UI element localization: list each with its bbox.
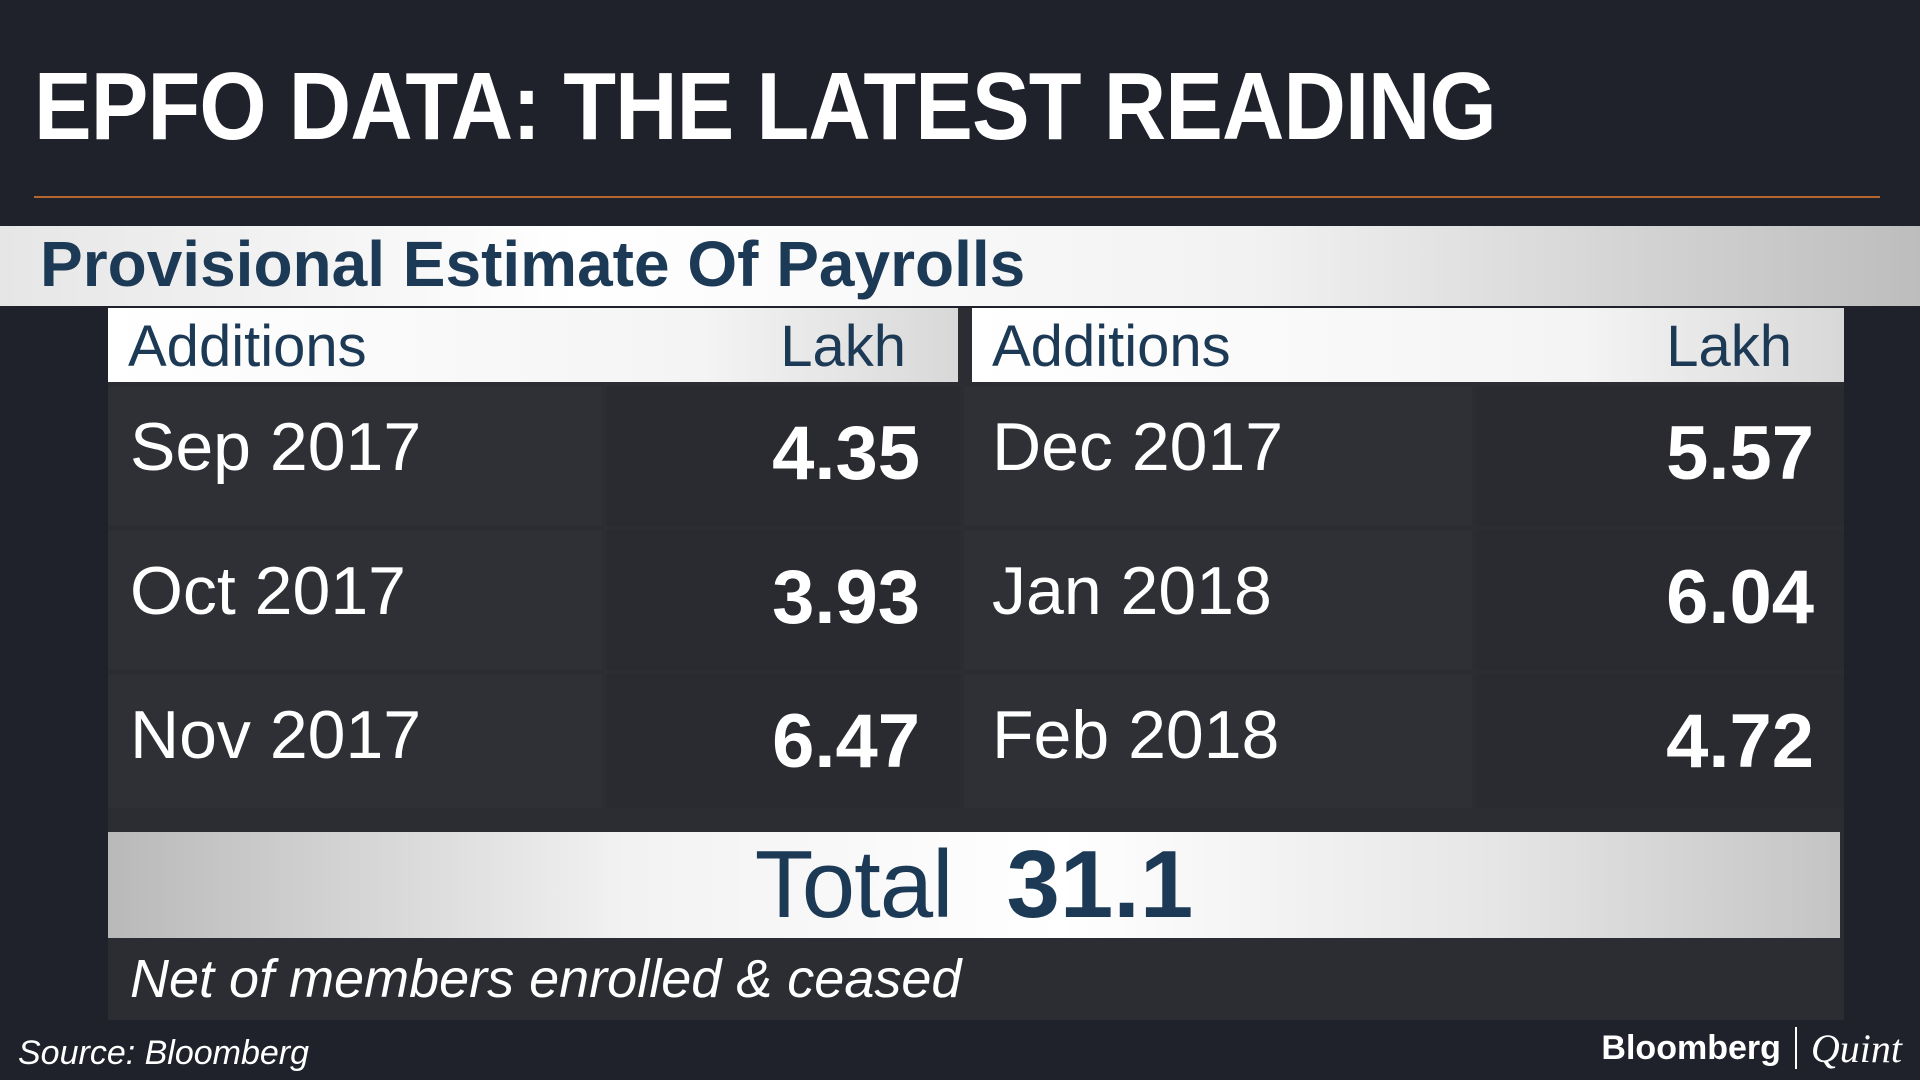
row-month: Oct 2017 (130, 553, 406, 629)
table-cell-value: 6.04 (1476, 530, 1844, 670)
table-cell-value: 5.57 (1476, 386, 1844, 526)
table-row: Dec 2017 (964, 386, 1472, 526)
right-header-unit: Lakh (1666, 314, 1792, 379)
table-row: Nov 2017 (108, 674, 602, 808)
brand-logo: Bloomberg Quint (1601, 1025, 1902, 1071)
payroll-table: Additions Lakh Additions Lakh Sep 2017 4… (108, 308, 1844, 1020)
footnote: Net of members enrolled & ceased (130, 949, 962, 1009)
subtitle-band (0, 226, 1920, 306)
table-row: Jan 2018 (964, 530, 1472, 670)
source-label: Source: Bloomberg (18, 1034, 310, 1072)
row-month: Jan 2018 (992, 553, 1272, 629)
row-value: 6.47 (772, 699, 920, 784)
row-value: 3.93 (772, 555, 920, 640)
chart-subtitle: Provisional Estimate Of Payrolls (40, 228, 1026, 300)
table-row: Oct 2017 (108, 530, 602, 670)
row-month: Feb 2018 (992, 697, 1280, 773)
table-cell-value: 4.35 (606, 386, 960, 526)
title-divider (34, 196, 1880, 198)
row-month: Nov 2017 (130, 697, 422, 773)
brand-divider (1794, 1027, 1797, 1069)
table-cell-value: 6.47 (606, 674, 960, 808)
brand-quint: Quint (1810, 1025, 1902, 1071)
table-cell-value: 3.93 (606, 530, 960, 670)
table-row: Feb 2018 (964, 674, 1472, 808)
total-label: Total (754, 831, 954, 938)
total-band: Total 31.1 (108, 832, 1840, 938)
row-month: Sep 2017 (130, 409, 422, 485)
row-value: 5.57 (1666, 411, 1814, 496)
page-title: EPFO DATA: THE LATEST READING (34, 53, 1497, 160)
table-row: Sep 2017 (108, 386, 602, 526)
left-column-header: Additions Lakh (108, 308, 958, 382)
left-header-unit: Lakh (780, 314, 906, 379)
table-cell-value: 4.72 (1476, 674, 1844, 808)
right-column-header: Additions Lakh (972, 308, 1844, 382)
right-header-additions: Additions (992, 314, 1231, 379)
total-row: Total 31.1 (108, 832, 1840, 938)
left-header-additions: Additions (128, 314, 367, 379)
row-month: Dec 2017 (992, 409, 1284, 485)
total-value: 31.1 (1006, 831, 1194, 938)
brand-bloomberg: Bloomberg (1601, 1028, 1781, 1067)
row-value: 4.35 (772, 411, 920, 496)
row-value: 4.72 (1666, 699, 1814, 784)
row-value: 6.04 (1666, 555, 1814, 640)
